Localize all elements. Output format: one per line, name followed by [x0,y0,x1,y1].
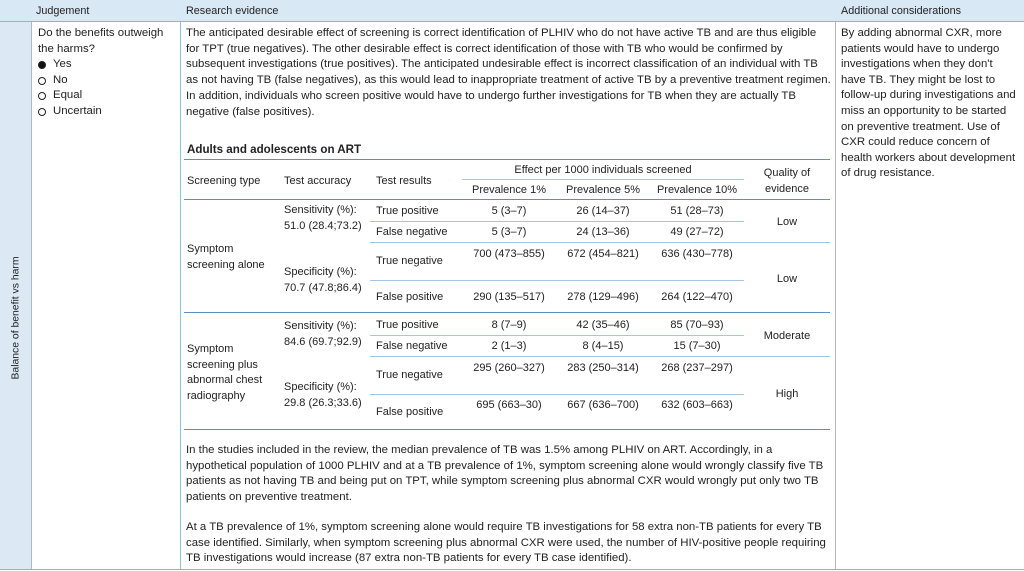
specificity-1: Specificity (%): 70.7 (47.8;86.4) [284,266,362,294]
divider [370,394,744,395]
option-label: Uncertain [53,104,102,117]
result-value: 15 (7–30) [673,340,721,352]
research-evidence-header: Research evidence [186,5,279,17]
result-value: 8 (4–15) [582,340,624,352]
evidence-paragraph-2: In the studies included in the review, t… [186,443,831,506]
result-value: 290 (135–517) [473,291,545,303]
col-screening-type: Screening type [187,175,261,187]
result-value: 672 (454–821) [567,248,639,260]
judgement-cell: Do the benefits outweigh the harms? Yes … [38,26,178,120]
divider [835,22,836,569]
result-value: 695 (663–30) [476,399,542,411]
col-prev-1: Prevalence 1% [472,184,546,196]
group-rule [184,312,830,313]
result-value: 700 (473–855) [473,248,545,260]
intro-paragraph: The anticipated desirable effect of scre… [186,27,831,118]
table-header: Judgement Research evidence Additional c… [0,0,1024,22]
result-value: 5 (3–7) [491,205,527,217]
result-value: 5 (3–7) [491,226,527,238]
result-label: True positive [376,205,439,217]
paragraph-text: In the studies included in the review, t… [186,444,824,504]
result-value: 632 (603–663) [661,399,733,411]
result-value: 24 (13–36) [576,226,630,238]
divider [0,569,1024,570]
judgement-header: Judgement [36,5,90,17]
option-no[interactable]: No [38,73,178,89]
radio-selected-icon[interactable] [38,60,46,69]
option-label: Equal [53,89,83,102]
col-test-accuracy: Test accuracy [284,175,352,187]
result-value: 278 (129–496) [567,291,639,303]
row-label: Balance of benefit vs harm [10,256,22,380]
evidence-paragraph-3: At a TB prevalence of 1%, symptom screen… [186,520,831,567]
result-value: 8 (7–9) [491,319,527,331]
divider [462,179,744,180]
result-label: True negative [376,369,443,381]
table-bottom-rule [184,429,830,430]
additional-considerations-cell: By adding abnormal CXR, more patients wo… [841,26,1019,182]
screening-type-1: Symptom screening alone [187,243,265,271]
option-label: No [53,73,68,86]
result-value: 268 (237–297) [661,362,733,374]
option-equal[interactable]: Equal [38,88,178,104]
result-value: 295 (260–327) [473,362,545,374]
table-top-rule [184,159,830,160]
divider [180,22,181,569]
evidence-intro: The anticipated desirable effect of scre… [186,26,831,120]
option-label: Yes [53,58,72,71]
sensitivity-2: Sensitivity (%): 84.6 (69.7;92.9) [284,320,362,348]
quality-rating: Low [776,273,798,285]
result-value: 667 (636–700) [567,399,639,411]
divider [370,280,744,281]
result-label: True negative [376,255,443,267]
divider [370,335,744,336]
result-value: 51 (28–73) [670,205,724,217]
row-label-cell: Balance of benefit vs harm [0,22,31,569]
quality-rating: Low [776,216,798,228]
divider [370,356,830,357]
additional-considerations-header: Additional considerations [841,5,962,17]
result-label: True positive [376,319,439,331]
divider [370,242,830,243]
result-value: 85 (70–93) [670,319,724,331]
col-quality: Quality of evidence [763,167,811,195]
quality-rating: Moderate [763,330,811,342]
screening-type-2: Symptom screening plus abnormal chest ra… [187,343,263,402]
result-label: False negative [376,340,448,352]
result-value: 636 (430–778) [661,248,733,260]
result-value: 2 (1–3) [491,340,527,352]
quality-rating: High [775,388,799,400]
result-value: 49 (27–72) [670,226,724,238]
option-yes[interactable]: Yes [38,57,178,73]
col-prev-10: Prevalence 10% [656,184,738,196]
option-uncertain[interactable]: Uncertain [38,104,178,120]
radio-empty-icon[interactable] [38,76,46,85]
judgement-question: Do the benefits outweigh the harms? [38,27,164,55]
result-value: 26 (14–37) [576,205,630,217]
col-effect: Effect per 1000 individuals screened [514,164,692,176]
col-test-results: Test results [376,175,432,187]
result-value: 283 (250–314) [567,362,639,374]
sensitivity-1: Sensitivity (%): 51.0 (28.4;73.2) [284,204,362,232]
divider [31,22,32,569]
paragraph-text: At a TB prevalence of 1%, symptom screen… [186,521,826,565]
radio-empty-icon[interactable] [38,107,46,116]
additional-paragraph: By adding abnormal CXR, more patients wo… [841,27,1016,180]
divider [370,221,744,222]
result-value: 264 (122–470) [661,291,733,303]
result-value: 42 (35–46) [576,319,630,331]
table-title: Adults and adolescents on ART [187,143,362,156]
radio-empty-icon[interactable] [38,92,46,101]
result-label: False positive [376,406,444,418]
header-rule [184,199,830,200]
result-label: False positive [376,291,444,303]
result-label: False negative [376,226,448,238]
col-prev-5: Prevalence 5% [566,184,640,196]
specificity-2: Specificity (%): 29.8 (26.3;33.6) [284,381,362,409]
